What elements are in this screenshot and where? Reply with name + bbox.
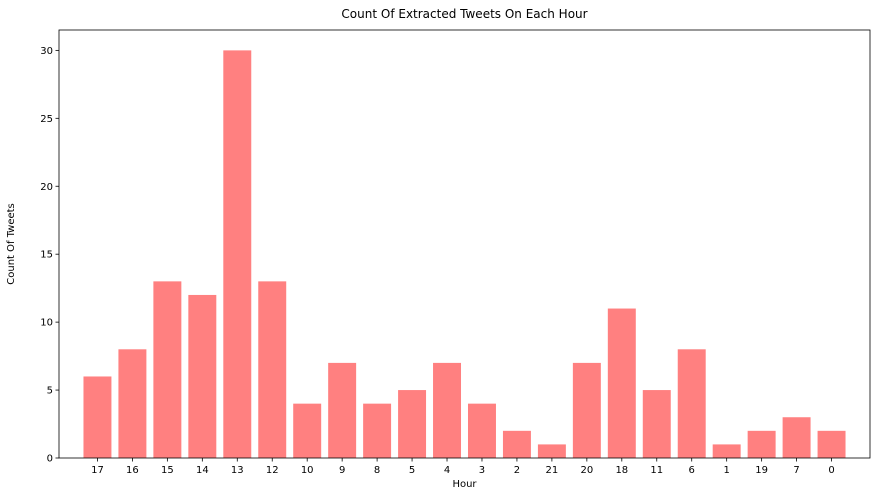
- x-tick-label: 19: [755, 465, 768, 476]
- y-tick-label: 20: [40, 182, 53, 193]
- x-axis-label: Hour: [452, 479, 477, 490]
- bar-hour-10: [293, 403, 322, 458]
- x-tick-label: 3: [479, 465, 485, 476]
- y-tick-label: 10: [40, 318, 53, 329]
- bar-hour-21: [537, 444, 566, 458]
- bar-hour-0: [817, 430, 846, 458]
- y-axis-label: Count Of Tweets: [6, 203, 17, 285]
- bar-hour-2: [502, 430, 531, 458]
- x-tick-label: 10: [301, 465, 314, 476]
- x-tick-label: 7: [793, 465, 799, 476]
- x-tick-label: 6: [689, 465, 695, 476]
- y-tick-label: 5: [47, 386, 53, 397]
- bar-hour-15: [153, 281, 182, 458]
- bar-hour-6: [677, 349, 706, 458]
- bar-hour-7: [782, 417, 811, 458]
- x-axis: 17 16 15 14 13 12 10 9 8 5 4 3 2 21 20 18 11 6 1 19 7 0: [91, 458, 835, 476]
- bar-hour-4: [433, 362, 462, 458]
- bar-hour-20: [572, 362, 601, 458]
- bar-hour-17: [83, 376, 112, 458]
- bars-layer: [83, 50, 846, 458]
- x-tick-label: 2: [514, 465, 520, 476]
- x-tick-label: 13: [231, 465, 244, 476]
- bar-hour-9: [328, 362, 357, 458]
- y-tick-label: 0: [47, 454, 53, 465]
- bar-hour-1: [712, 444, 741, 458]
- x-tick-label: 17: [91, 465, 104, 476]
- bar-hour-16: [118, 349, 147, 458]
- bar-hour-13: [223, 50, 252, 458]
- bar-hour-3: [467, 403, 496, 458]
- x-tick-label: 1: [723, 465, 729, 476]
- bar-hour-8: [363, 403, 392, 458]
- x-tick-label: 14: [196, 465, 209, 476]
- bar-hour-19: [747, 430, 776, 458]
- x-tick-label: 11: [650, 465, 663, 476]
- bar-hour-11: [642, 390, 671, 458]
- chart-title: Count Of Extracted Tweets On Each Hour: [341, 7, 587, 21]
- x-tick-label: 5: [409, 465, 415, 476]
- y-tick-label: 15: [40, 250, 53, 261]
- y-tick-label: 25: [40, 114, 53, 125]
- x-tick-label: 9: [339, 465, 345, 476]
- plot-frame: [58, 29, 871, 459]
- bar-hour-5: [398, 390, 427, 458]
- bar-hour-18: [607, 308, 636, 458]
- x-tick-label: 0: [828, 465, 834, 476]
- x-tick-label: 20: [580, 465, 593, 476]
- x-tick-label: 8: [374, 465, 380, 476]
- x-tick-label: 21: [546, 465, 559, 476]
- x-tick-label: 4: [444, 465, 450, 476]
- x-tick-label: 18: [615, 465, 628, 476]
- bar-hour-14: [188, 294, 217, 458]
- x-tick-label: 15: [161, 465, 174, 476]
- y-axis: 0 5 10 15 20 25 30: [40, 46, 59, 465]
- x-tick-label: 12: [266, 465, 279, 476]
- y-tick-label: 30: [40, 46, 53, 57]
- x-tick-label: 16: [126, 465, 139, 476]
- bar-hour-12: [258, 281, 287, 458]
